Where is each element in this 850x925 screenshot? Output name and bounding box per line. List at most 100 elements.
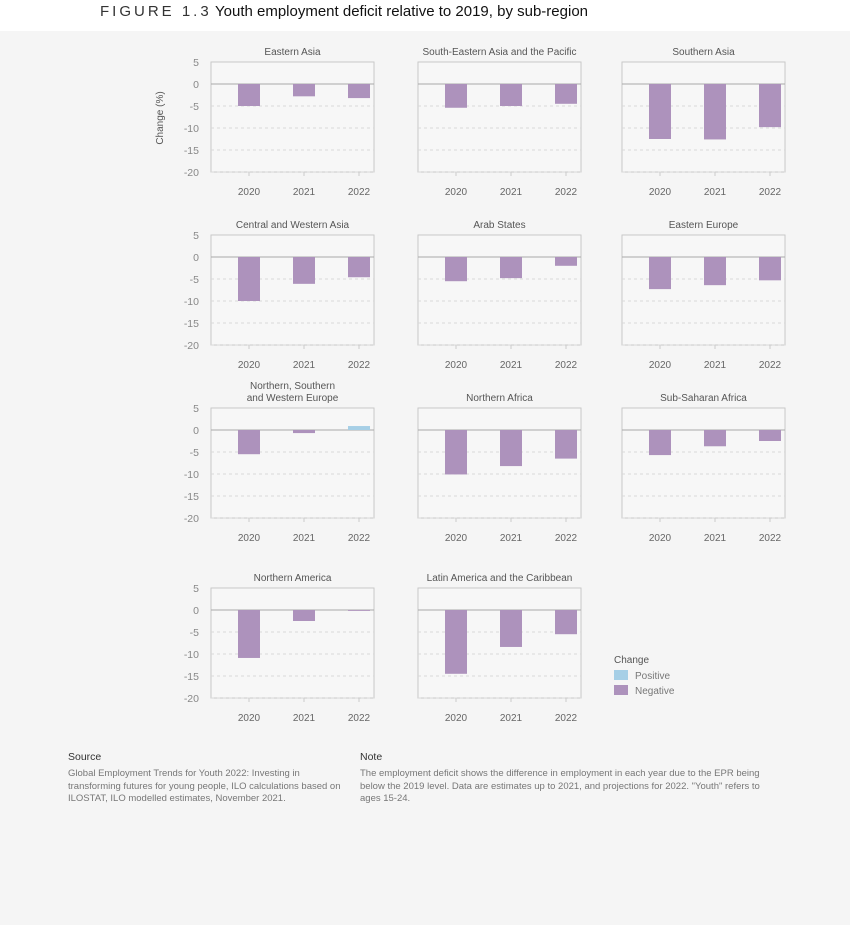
y-axis-label: Change (%)	[155, 91, 166, 144]
bar	[759, 257, 781, 281]
panel-frame	[417, 61, 582, 173]
x-tick-label: 2020	[445, 187, 468, 198]
x-tick-label: 2022	[555, 360, 578, 371]
x-tick-label: 2022	[348, 713, 371, 724]
y-tick-label: -5	[190, 101, 199, 113]
bar	[238, 257, 260, 301]
panel-title: and Western Europe	[247, 393, 339, 404]
panel-frame	[621, 234, 786, 346]
bar	[759, 84, 781, 128]
bar	[500, 84, 522, 106]
panel-title: Arab States	[473, 220, 525, 231]
x-tick-label: 2020	[238, 187, 261, 198]
x-tick-label: 2022	[759, 360, 782, 371]
x-tick-label: 2022	[348, 360, 371, 371]
y-tick-label: -10	[184, 469, 199, 481]
panel-frame	[210, 407, 375, 519]
panel-title: Eastern Asia	[264, 47, 321, 58]
x-tick-label: 2021	[500, 533, 523, 544]
x-tick-label: 2022	[348, 187, 371, 198]
bar	[293, 430, 315, 434]
legend-label-negative: Negative	[635, 686, 675, 697]
x-tick-label: 2022	[348, 533, 371, 544]
bar	[704, 430, 726, 447]
panel-frame	[621, 407, 786, 519]
bar	[649, 430, 671, 456]
x-tick-label: 2021	[500, 187, 523, 198]
x-tick-label: 2022	[759, 187, 782, 198]
x-tick-label: 2020	[238, 533, 261, 544]
x-tick-label: 2020	[649, 533, 672, 544]
bar	[555, 430, 577, 459]
y-tick-label: -20	[184, 340, 199, 352]
y-tick-label: -10	[184, 123, 199, 135]
x-tick-label: 2021	[500, 360, 523, 371]
legend-title: Change	[614, 655, 649, 666]
bar	[445, 84, 467, 108]
y-tick-label: 0	[193, 425, 199, 437]
panel-title: Northern, Southern	[250, 381, 335, 392]
panel-frame	[210, 587, 375, 699]
bar	[759, 430, 781, 441]
bar	[445, 610, 467, 674]
x-tick-label: 2021	[293, 713, 316, 724]
bar	[704, 257, 726, 286]
bar	[500, 257, 522, 279]
panel-title: Southern Asia	[672, 47, 735, 58]
x-tick-label: 2022	[555, 713, 578, 724]
x-tick-label: 2021	[293, 533, 316, 544]
x-tick-label: 2021	[704, 533, 727, 544]
y-tick-label: -15	[184, 491, 199, 503]
legend-swatch-negative	[614, 685, 628, 695]
source-heading: Source	[68, 751, 102, 763]
y-tick-label: 0	[193, 252, 199, 264]
panel-title: Northern Africa	[466, 393, 533, 404]
x-tick-label: 2021	[293, 187, 316, 198]
bar	[649, 257, 671, 290]
bar	[238, 84, 260, 106]
panel-frame	[417, 234, 582, 346]
panel-frame	[417, 407, 582, 519]
figure-label: FIGURE 1.3	[100, 3, 212, 20]
bar	[238, 430, 260, 455]
y-tick-label: 0	[193, 79, 199, 91]
x-tick-label: 2020	[445, 533, 468, 544]
bar	[348, 257, 370, 278]
y-tick-label: -10	[184, 649, 199, 661]
note-heading: Note	[360, 751, 383, 763]
bar	[348, 84, 370, 99]
header: FIGURE 1.3 Youth employment deficit rela…	[0, 0, 850, 31]
panel-frame	[417, 587, 582, 699]
x-tick-label: 2022	[759, 533, 782, 544]
bar	[500, 610, 522, 647]
legend-swatch-positive	[614, 670, 628, 680]
y-tick-label: 5	[193, 583, 199, 595]
panel-frame	[210, 61, 375, 173]
y-tick-label: -20	[184, 167, 199, 179]
x-tick-label: 2020	[649, 360, 672, 371]
y-tick-label: -20	[184, 693, 199, 705]
panel-title: Northern America	[254, 573, 332, 584]
x-tick-label: 2020	[649, 187, 672, 198]
bar	[555, 84, 577, 104]
y-tick-label: -5	[190, 627, 199, 639]
note-text: The employment deficit shows the differe…	[360, 768, 760, 804]
x-tick-label: 2020	[238, 713, 261, 724]
figure-title: Youth employment deficit relative to 201…	[215, 3, 589, 20]
x-tick-label: 2020	[238, 360, 261, 371]
panel-title: South-Eastern Asia and the Pacific	[423, 47, 577, 58]
y-tick-label: -15	[184, 318, 199, 330]
y-tick-label: -10	[184, 296, 199, 308]
panel-frame	[210, 234, 375, 346]
bar	[555, 257, 577, 266]
x-tick-label: 2021	[704, 360, 727, 371]
bar	[293, 84, 315, 97]
source-text: Global Employment Trends for Youth 2022:…	[68, 768, 341, 804]
y-tick-label: -5	[190, 274, 199, 286]
bar	[649, 84, 671, 139]
x-tick-label: 2022	[555, 533, 578, 544]
panel-title: Latin America and the Caribbean	[427, 573, 573, 584]
bar	[445, 430, 467, 475]
y-tick-label: 5	[193, 403, 199, 415]
